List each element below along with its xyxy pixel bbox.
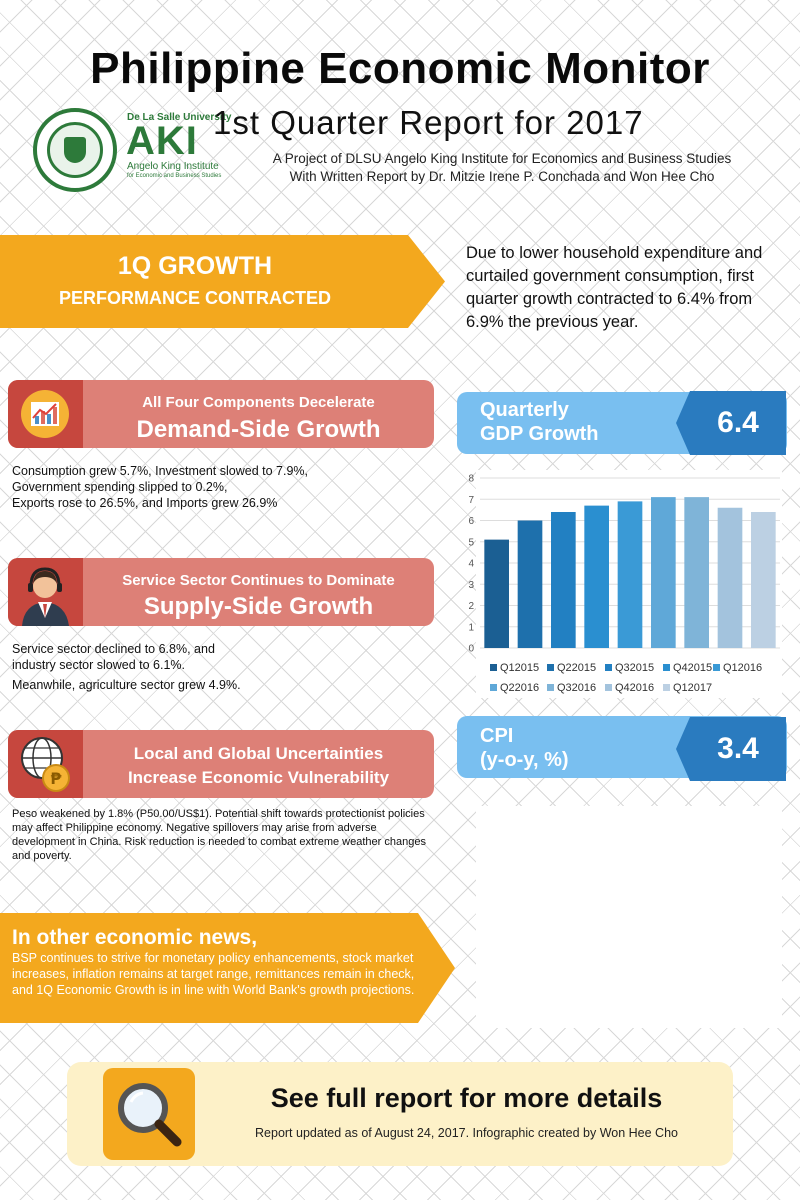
chart-bar (751, 512, 776, 648)
magnifier-icon (103, 1068, 195, 1160)
y-tick-label: 4 (468, 559, 474, 570)
gdp-value: 6.4 (676, 391, 786, 455)
supply-body: Service sector declined to 6.8%, and ind… (12, 641, 442, 693)
y-tick-label: 3 (468, 580, 474, 591)
customer-service-agent-icon (8, 558, 83, 626)
logo-institute-sub: for Economic and Business Studies (127, 173, 222, 179)
gdp-label-line: Quarterly (480, 399, 569, 421)
aki-logo: AKI (126, 119, 198, 163)
footer-title: See full report for more details (270, 1083, 663, 1113)
legend-swatch (663, 684, 670, 691)
byline-project: A Project of DLSU Angelo King Institute … (272, 151, 732, 166)
demand-body-line: Exports rose to 26.5%, and Imports grew … (12, 496, 278, 510)
uncertainty-body: Peso weakened by 1.8% (P50.00/US$1). Pot… (12, 808, 426, 862)
chart-bar (651, 497, 676, 648)
uncertainty-headline: Local and Global Uncertainties (133, 744, 384, 763)
byline-authors: With Written Report by Dr. Mitzie Irene … (289, 169, 715, 184)
demand-body-line: Consumption grew 5.7%, Investment slowed… (12, 464, 308, 478)
dlsu-seal-icon (33, 108, 117, 192)
legend-label: Q42016 (615, 682, 654, 694)
supply-body-line: industry sector slowed to 6.1%. (12, 658, 185, 672)
legend-label: Q42015 (673, 662, 712, 674)
gdp-label: Quarterly GDP Growth (480, 398, 599, 446)
news-title: In other economic news, (12, 926, 258, 949)
news-body: BSP continues to strive for monetary pol… (12, 951, 415, 997)
growth-headline: 1Q GROWTH (117, 252, 273, 280)
y-tick-label: 0 (468, 644, 474, 655)
legend-label: Q12017 (673, 682, 712, 694)
y-tick-label: 1 (468, 622, 474, 633)
chart-bar (517, 520, 543, 648)
demand-title: Demand-Side Growth (136, 416, 381, 443)
y-tick-label: 2 (468, 601, 474, 612)
supply-headline: Service Sector Continues to Dominate (122, 572, 395, 589)
supply-body-line: Service sector declined to 6.8%, and (12, 642, 215, 656)
y-tick-label: 6 (468, 516, 474, 527)
y-tick-label: 8 (468, 474, 474, 485)
legend-swatch (605, 664, 612, 671)
legend-swatch (663, 664, 670, 671)
byline: A Project of DLSU Angelo King Institute … (232, 150, 772, 186)
legend-swatch (713, 664, 720, 671)
cpi-label-line: CPI (480, 725, 514, 747)
chart-bar (584, 505, 609, 648)
logo-university-text: De La Salle University (127, 112, 232, 123)
page-title: Philippine Economic Monitor (90, 44, 710, 93)
growth-description: Due to lower household expenditure and c… (466, 244, 763, 331)
legend-swatch (490, 664, 497, 671)
chart-bar (717, 507, 743, 648)
chart-bar (684, 497, 709, 648)
legend-label: Q22015 (557, 662, 596, 674)
supply-title: Supply-Side Growth (143, 593, 374, 620)
legend-swatch (547, 664, 554, 671)
legend-swatch (547, 684, 554, 691)
chart-bar (617, 501, 643, 648)
growth-subheadline: PERFORMANCE CONTRACTED (59, 288, 331, 308)
demand-body-line: Government spending slipped to 0.2%, (12, 480, 228, 494)
chart-bar (551, 512, 576, 648)
legend-label: Q12016 (723, 662, 762, 674)
legend-label: Q12015 (500, 662, 539, 674)
y-tick-label: 5 (468, 537, 474, 548)
footer-subtitle: Report updated as of August 24, 2017. In… (255, 1126, 678, 1140)
trend-chart-icon (8, 380, 83, 448)
page-subtitle: 1st Quarter Report for 2017 (213, 104, 644, 141)
legend-label: Q22016 (500, 682, 539, 694)
legend-swatch (605, 684, 612, 691)
cpi-label-line: (y-o-y, %) (480, 749, 569, 771)
cpi-chart-panel (476, 806, 782, 1028)
cpi-label: CPI (y-o-y, %) (480, 724, 569, 772)
cpi-value: 3.4 (676, 717, 786, 781)
svg-text:₱: ₱ (50, 769, 62, 788)
growth-banner (0, 235, 445, 328)
chart-bar (484, 539, 509, 648)
legend-label: Q32015 (615, 662, 654, 674)
globe-peso-icon: ₱ (8, 730, 83, 798)
y-tick-label: 7 (468, 495, 474, 506)
supply-body-line: Meanwhile, agriculture sector grew 4.9%. (12, 678, 241, 692)
demand-headline: All Four Components Decelerate (142, 394, 375, 411)
gdp-label-line: GDP Growth (480, 423, 599, 445)
logo-institute-name: Angelo King Institute (127, 161, 219, 172)
legend-swatch (490, 684, 497, 691)
demand-body: Consumption grew 5.7%, Investment slowed… (12, 463, 442, 511)
legend-label: Q32016 (557, 682, 596, 694)
news-banner (0, 913, 455, 1023)
uncertainty-title: Increase Economic Vulnerability (127, 768, 390, 787)
